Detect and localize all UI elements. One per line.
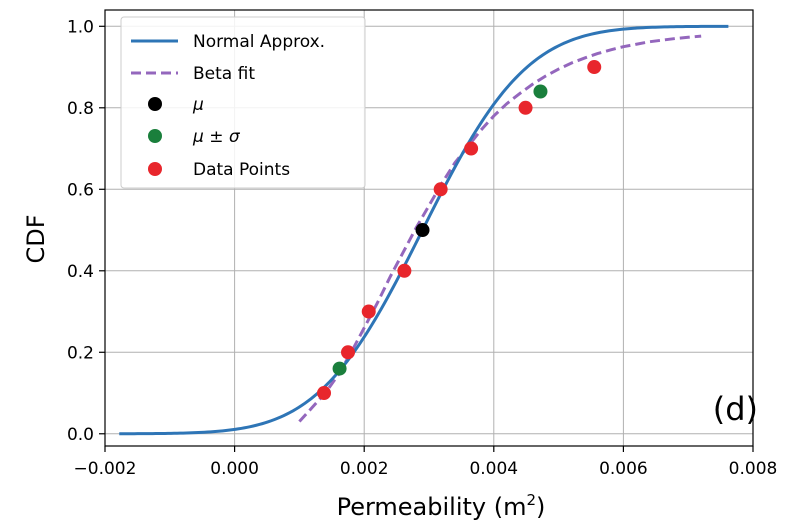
x-tick-label: 0.006 [599,459,648,479]
legend-normal-label: Normal Approx. [193,32,325,52]
legend-beta-label: Beta fit [193,64,255,84]
x-axis-label-superscript: 2 [526,491,536,509]
x-tick-label: 0.008 [729,459,778,479]
legend-data-points-marker [148,162,162,176]
x-axis-label: Permeability (m2) [337,491,546,521]
y-tick-label: 0.0 [67,425,94,445]
plot-frame [104,9,754,447]
scatter-points [317,60,602,401]
mu-sigma-point [332,361,347,376]
legend-mu-marker [148,97,162,111]
data-point [361,304,376,319]
data-point [397,263,412,278]
legend: Normal Approx. Beta fit μ μ ± σ Data Poi… [120,16,366,189]
legend-mu-label: μ [192,95,204,115]
data-point [587,60,602,75]
y-tick-label: 0.8 [67,99,94,119]
y-axis-label: CDF [22,214,50,263]
data-point [518,100,533,115]
x-axis-label-main: Permeability (m [337,493,527,521]
y-tick-label: 1.0 [67,17,94,37]
legend-data-points-label: Data Points [193,160,290,180]
legend-mu-sigma-marker [148,129,162,143]
x-axis-label-close: ) [536,493,545,521]
y-tick-label: 0.6 [67,180,94,200]
data-point [341,345,355,360]
x-tick-label: −0.002 [74,459,137,479]
mu-sigma-point [533,84,548,99]
x-tick-label: 0.002 [340,459,389,479]
legend-box [120,16,366,189]
x-tick-label: 0.000 [210,459,259,479]
data-point [317,386,332,401]
data-point [464,141,479,156]
axis-ticks: −0.002 0.000 0.002 0.004 0.006 0.008 0.0 0.2 0.4… [67,17,777,479]
panel-label: (d) [713,390,758,428]
data-point [433,182,448,197]
y-tick-label: 0.2 [67,343,94,363]
mu-point [415,223,430,238]
y-tick-label: 0.4 [67,262,94,282]
legend-mu-sigma-label: μ ± σ [192,127,241,147]
x-tick-label: 0.004 [469,459,518,479]
